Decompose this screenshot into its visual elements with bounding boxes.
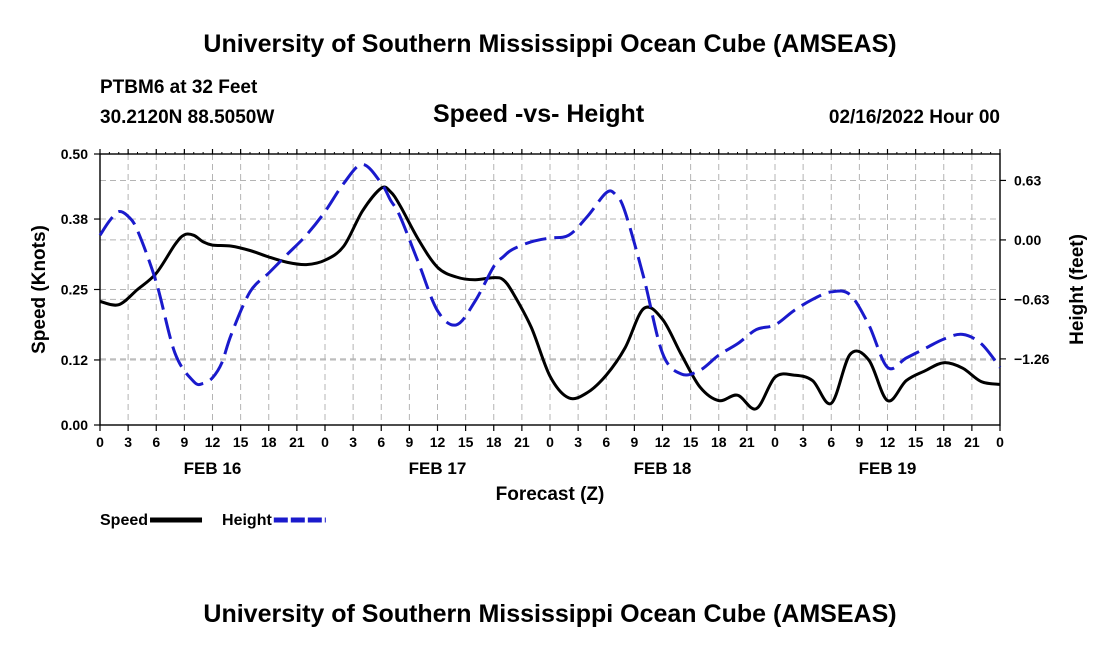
- y-tick-label: 0.25: [61, 282, 88, 298]
- y-axis-label: Speed (Knots): [29, 225, 50, 354]
- x-tick-label: 0: [996, 434, 1004, 450]
- chart-subtitle: Speed -vs- Height: [433, 100, 645, 128]
- y2-axis-label: Height (feet): [1067, 234, 1088, 345]
- y2-tick-label: −1.26: [1014, 351, 1050, 367]
- x-tick-label: 12: [880, 434, 896, 450]
- x-tick-label: 18: [711, 434, 727, 450]
- x-tick-label: 3: [124, 434, 132, 450]
- day-label: FEB 16: [184, 459, 242, 478]
- x-tick-label: 6: [152, 434, 160, 450]
- x-tick-label: 12: [655, 434, 671, 450]
- x-tick-label: 3: [574, 434, 582, 450]
- x-tick-label: 21: [739, 434, 755, 450]
- x-tick-label: 12: [205, 434, 221, 450]
- x-tick-label: 15: [458, 434, 474, 450]
- x-tick-label: 6: [377, 434, 385, 450]
- x-tick-label: 6: [602, 434, 610, 450]
- x-tick-label: 0: [321, 434, 329, 450]
- y-tick-label: 0.50: [61, 146, 88, 162]
- chart-title: University of Southern Mississippi Ocean…: [203, 30, 897, 58]
- y2-tick-label: 0.63: [1014, 172, 1041, 188]
- x-tick-label: 18: [486, 434, 502, 450]
- day-label: FEB 18: [634, 459, 692, 478]
- x-tick-label: 9: [855, 434, 863, 450]
- legend-label-height: Height: [222, 512, 272, 529]
- x-tick-label: 0: [96, 434, 104, 450]
- x-tick-label: 21: [514, 434, 530, 450]
- x-tick-label: 3: [799, 434, 807, 450]
- x-tick-label: 12: [430, 434, 446, 450]
- x-tick-label: 21: [289, 434, 305, 450]
- day-label: FEB 17: [409, 459, 467, 478]
- plot-frame: [99, 153, 1001, 426]
- x-tick-label: 15: [683, 434, 699, 450]
- x-tick-label: 9: [405, 434, 413, 450]
- x-tick-label: 18: [261, 434, 277, 450]
- station-label: PTBM6 at 32 Feet: [100, 77, 258, 98]
- legend-label-speed: Speed: [100, 512, 148, 529]
- x-tick-label: 3: [349, 434, 357, 450]
- x-tick-label: 0: [546, 434, 554, 450]
- x-tick-label: 15: [233, 434, 249, 450]
- x-tick-label: 0: [771, 434, 779, 450]
- datetime-label: 02/16/2022 Hour 00: [828, 107, 1000, 128]
- x-tick-label: 9: [630, 434, 638, 450]
- y2-tick-label: −0.63: [1014, 291, 1050, 307]
- coordinates-label: 30.2120N 88.5050W: [100, 107, 275, 128]
- y-tick-label: 0.38: [61, 211, 88, 227]
- series-line-height: [98, 162, 1002, 387]
- x-tick-label: 18: [936, 434, 952, 450]
- x-axis-label: Forecast (Z): [496, 484, 605, 505]
- x-tick-label: 15: [908, 434, 924, 450]
- x-tick-label: 9: [180, 434, 188, 450]
- series-line-speed: [99, 185, 1001, 411]
- x-tick-label: 21: [964, 434, 980, 450]
- y-tick-label: 0.00: [61, 417, 88, 433]
- x-tick-label: 6: [827, 434, 835, 450]
- day-label: FEB 19: [859, 459, 917, 478]
- footer-title: University of Southern Mississippi Ocean…: [203, 600, 897, 628]
- y2-tick-label: 0.00: [1014, 232, 1041, 248]
- y-tick-label: 0.12: [61, 352, 88, 368]
